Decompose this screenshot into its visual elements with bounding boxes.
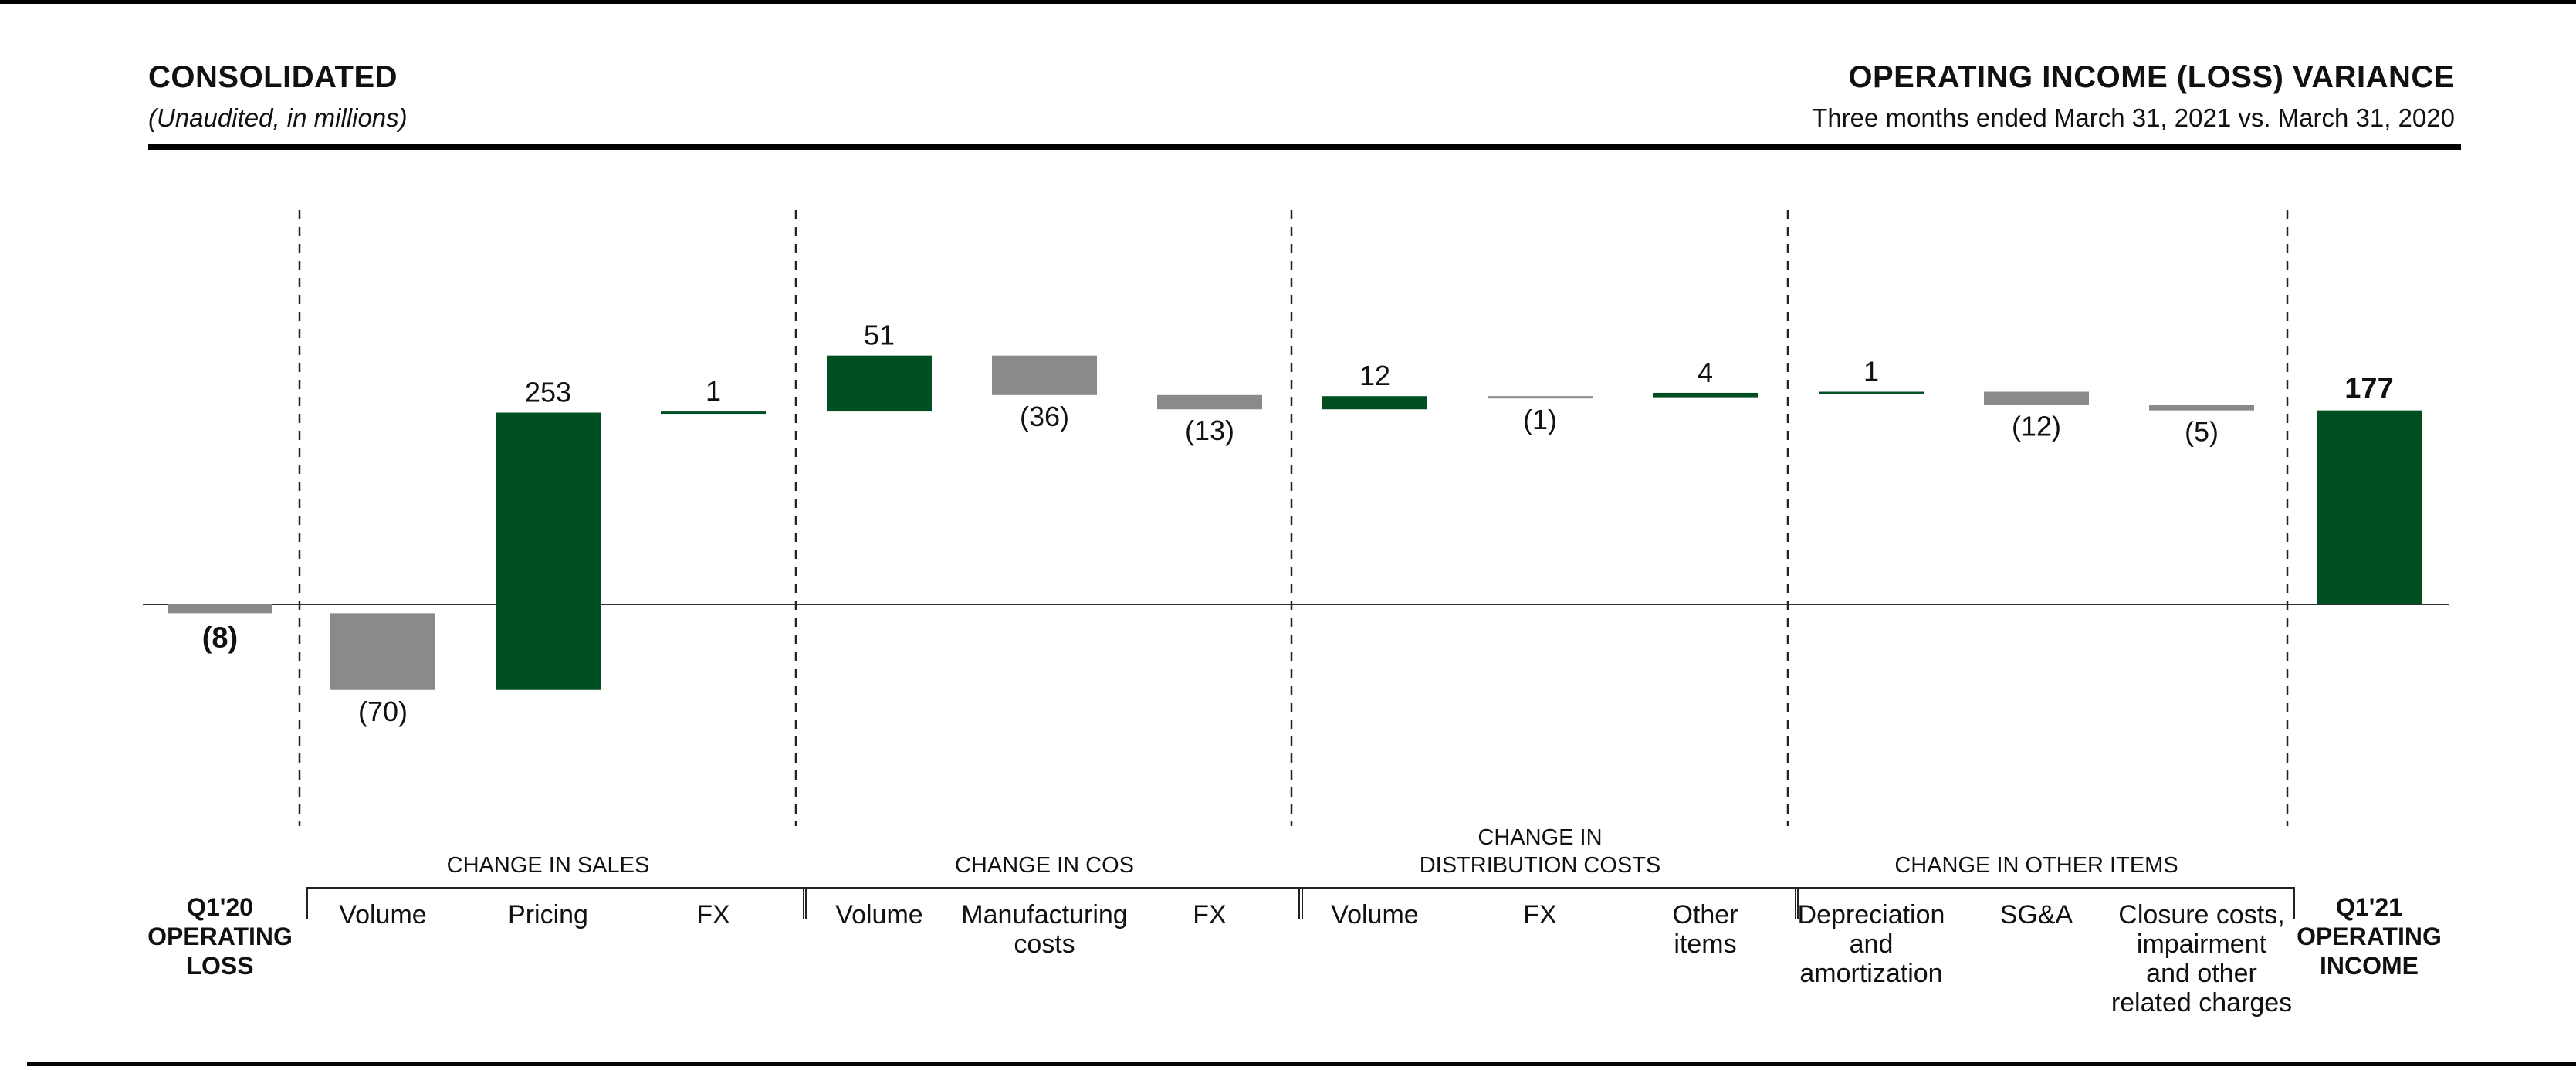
category-label: costs <box>1014 929 1075 959</box>
data-label: (13) <box>1185 415 1234 446</box>
group-title: CHANGE IN OTHER ITEMS <box>1894 853 2178 878</box>
data-label: 1 <box>1863 356 1879 388</box>
category-label: FX <box>1193 900 1226 929</box>
bar-1-2 <box>1157 394 1262 410</box>
bar-1-1 <box>992 355 1097 395</box>
bar-3-2 <box>2149 405 2254 411</box>
data-label: (36) <box>1020 401 1069 432</box>
category-label: Pricing <box>508 900 588 929</box>
data-label-end: 177 <box>2344 373 2393 405</box>
category-label: Manufacturing <box>961 900 1127 929</box>
header-rule <box>148 144 2461 150</box>
bar-2-0 <box>1322 396 1427 410</box>
group-title: CHANGE IN COS <box>955 853 1134 878</box>
category-label: Other <box>1672 900 1738 929</box>
data-label: (5) <box>2185 416 2219 448</box>
group-bracket <box>803 887 1303 919</box>
bar-start <box>168 604 272 614</box>
category-label: Volume <box>1331 900 1418 929</box>
group-title: CHANGE IN SALES <box>447 853 650 878</box>
axis-label-start: OPERATING <box>147 923 293 950</box>
category-label: amortization <box>1799 959 1942 988</box>
bar-2-2 <box>1653 392 1758 398</box>
category-label: FX <box>696 900 729 929</box>
category-label: Closure costs, <box>2118 900 2284 929</box>
data-label: (12) <box>2012 411 2061 442</box>
bar-0-2 <box>661 411 766 415</box>
bar-3-0 <box>1819 391 1924 394</box>
category-label: and <box>1850 929 1894 959</box>
bar-0-0 <box>330 613 435 690</box>
category-label: items <box>1674 929 1736 959</box>
category-label: FX <box>1523 900 1556 929</box>
data-label: (70) <box>358 696 408 727</box>
axis-label-end: Q1'21 <box>2336 893 2402 921</box>
category-label: impairment <box>2137 929 2267 959</box>
group-bracket <box>1298 887 1799 919</box>
period-subtitle: Three months ended March 31, 2021 vs. Ma… <box>1812 103 2455 132</box>
group-title: CHANGE IN <box>1478 825 1602 850</box>
report-units-note: (Unaudited, in millions) <box>148 103 408 132</box>
data-label: 253 <box>525 377 571 408</box>
group-bracket <box>306 887 807 919</box>
bottom-rule <box>27 1062 2576 1066</box>
report-scope-title: CONSOLIDATED <box>148 60 398 94</box>
group-bracket <box>1795 887 2295 919</box>
top-rule <box>0 0 2576 4</box>
category-label: Volume <box>835 900 922 929</box>
bar-end <box>2317 410 2422 604</box>
category-label: Depreciation <box>1798 900 1945 929</box>
category-label: and other <box>2146 959 2257 988</box>
category-label: related charges <box>2111 988 2292 1018</box>
data-label: 4 <box>1698 357 1713 388</box>
axis-label-start: LOSS <box>186 952 253 980</box>
group-title: DISTRIBUTION COSTS <box>1420 853 1661 878</box>
axis-label-end: OPERATING <box>2297 923 2442 950</box>
bar-0-1 <box>496 412 601 690</box>
bar-2-1 <box>1488 396 1593 399</box>
axis-label-start: Q1'20 <box>187 893 253 921</box>
data-label: 12 <box>1359 360 1390 391</box>
axis-label-end: INCOME <box>2320 952 2419 980</box>
data-label: 51 <box>864 320 895 351</box>
data-label-start: (8) <box>202 621 238 654</box>
bar-1-0 <box>827 355 932 412</box>
data-label: (1) <box>1523 404 1557 435</box>
chart-title: OPERATING INCOME (LOSS) VARIANCE <box>1848 60 2455 94</box>
category-label: SG&A <box>2000 900 2073 929</box>
data-label: 1 <box>706 375 721 407</box>
category-label: Volume <box>339 900 426 929</box>
bar-3-1 <box>1984 391 2089 405</box>
